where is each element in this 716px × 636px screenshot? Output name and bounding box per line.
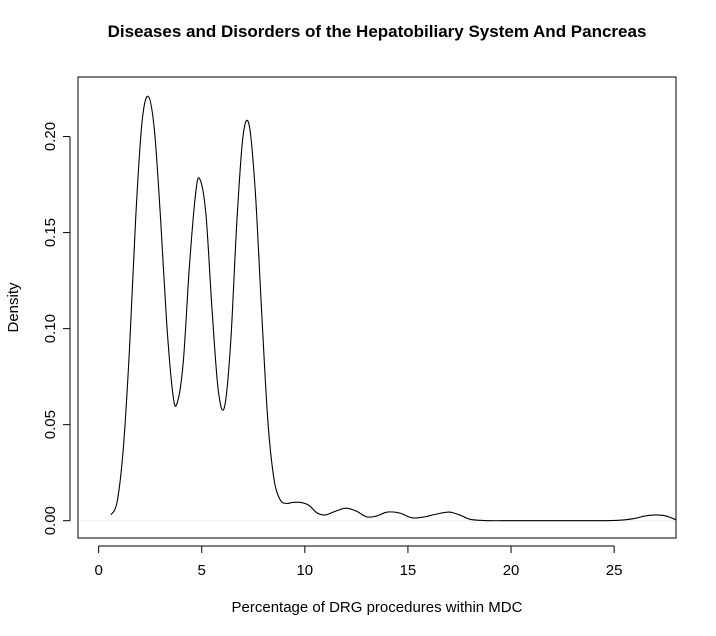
x-tick-label: 25 (606, 562, 623, 579)
x-tick-label: 20 (503, 562, 520, 579)
density-curve-0 (111, 96, 676, 521)
y-tick-label: 0.20 (42, 122, 59, 151)
y-axis-label: Density (5, 282, 22, 333)
y-tick-label: 0.10 (42, 314, 59, 343)
y-tick-label: 0.15 (42, 218, 59, 247)
plot-frame (78, 77, 676, 538)
x-tick-label: 10 (296, 562, 313, 579)
y-axis: 0.00 0.05 0.10 0.15 0.20 (42, 122, 70, 535)
x-axis-label: Percentage of DRG procedures within MDC (232, 599, 523, 616)
x-tick-label: 0 (94, 562, 102, 579)
x-tick-label: 5 (198, 562, 206, 579)
x-axis: 0 5 10 15 20 25 (94, 546, 622, 579)
x-tick-label: 15 (400, 562, 417, 579)
y-tick-label: 0.00 (42, 506, 59, 535)
chart-title: Diseases and Disorders of the Hepatobili… (108, 22, 647, 41)
y-tick-label: 0.05 (42, 410, 59, 439)
series-layer (111, 96, 676, 521)
